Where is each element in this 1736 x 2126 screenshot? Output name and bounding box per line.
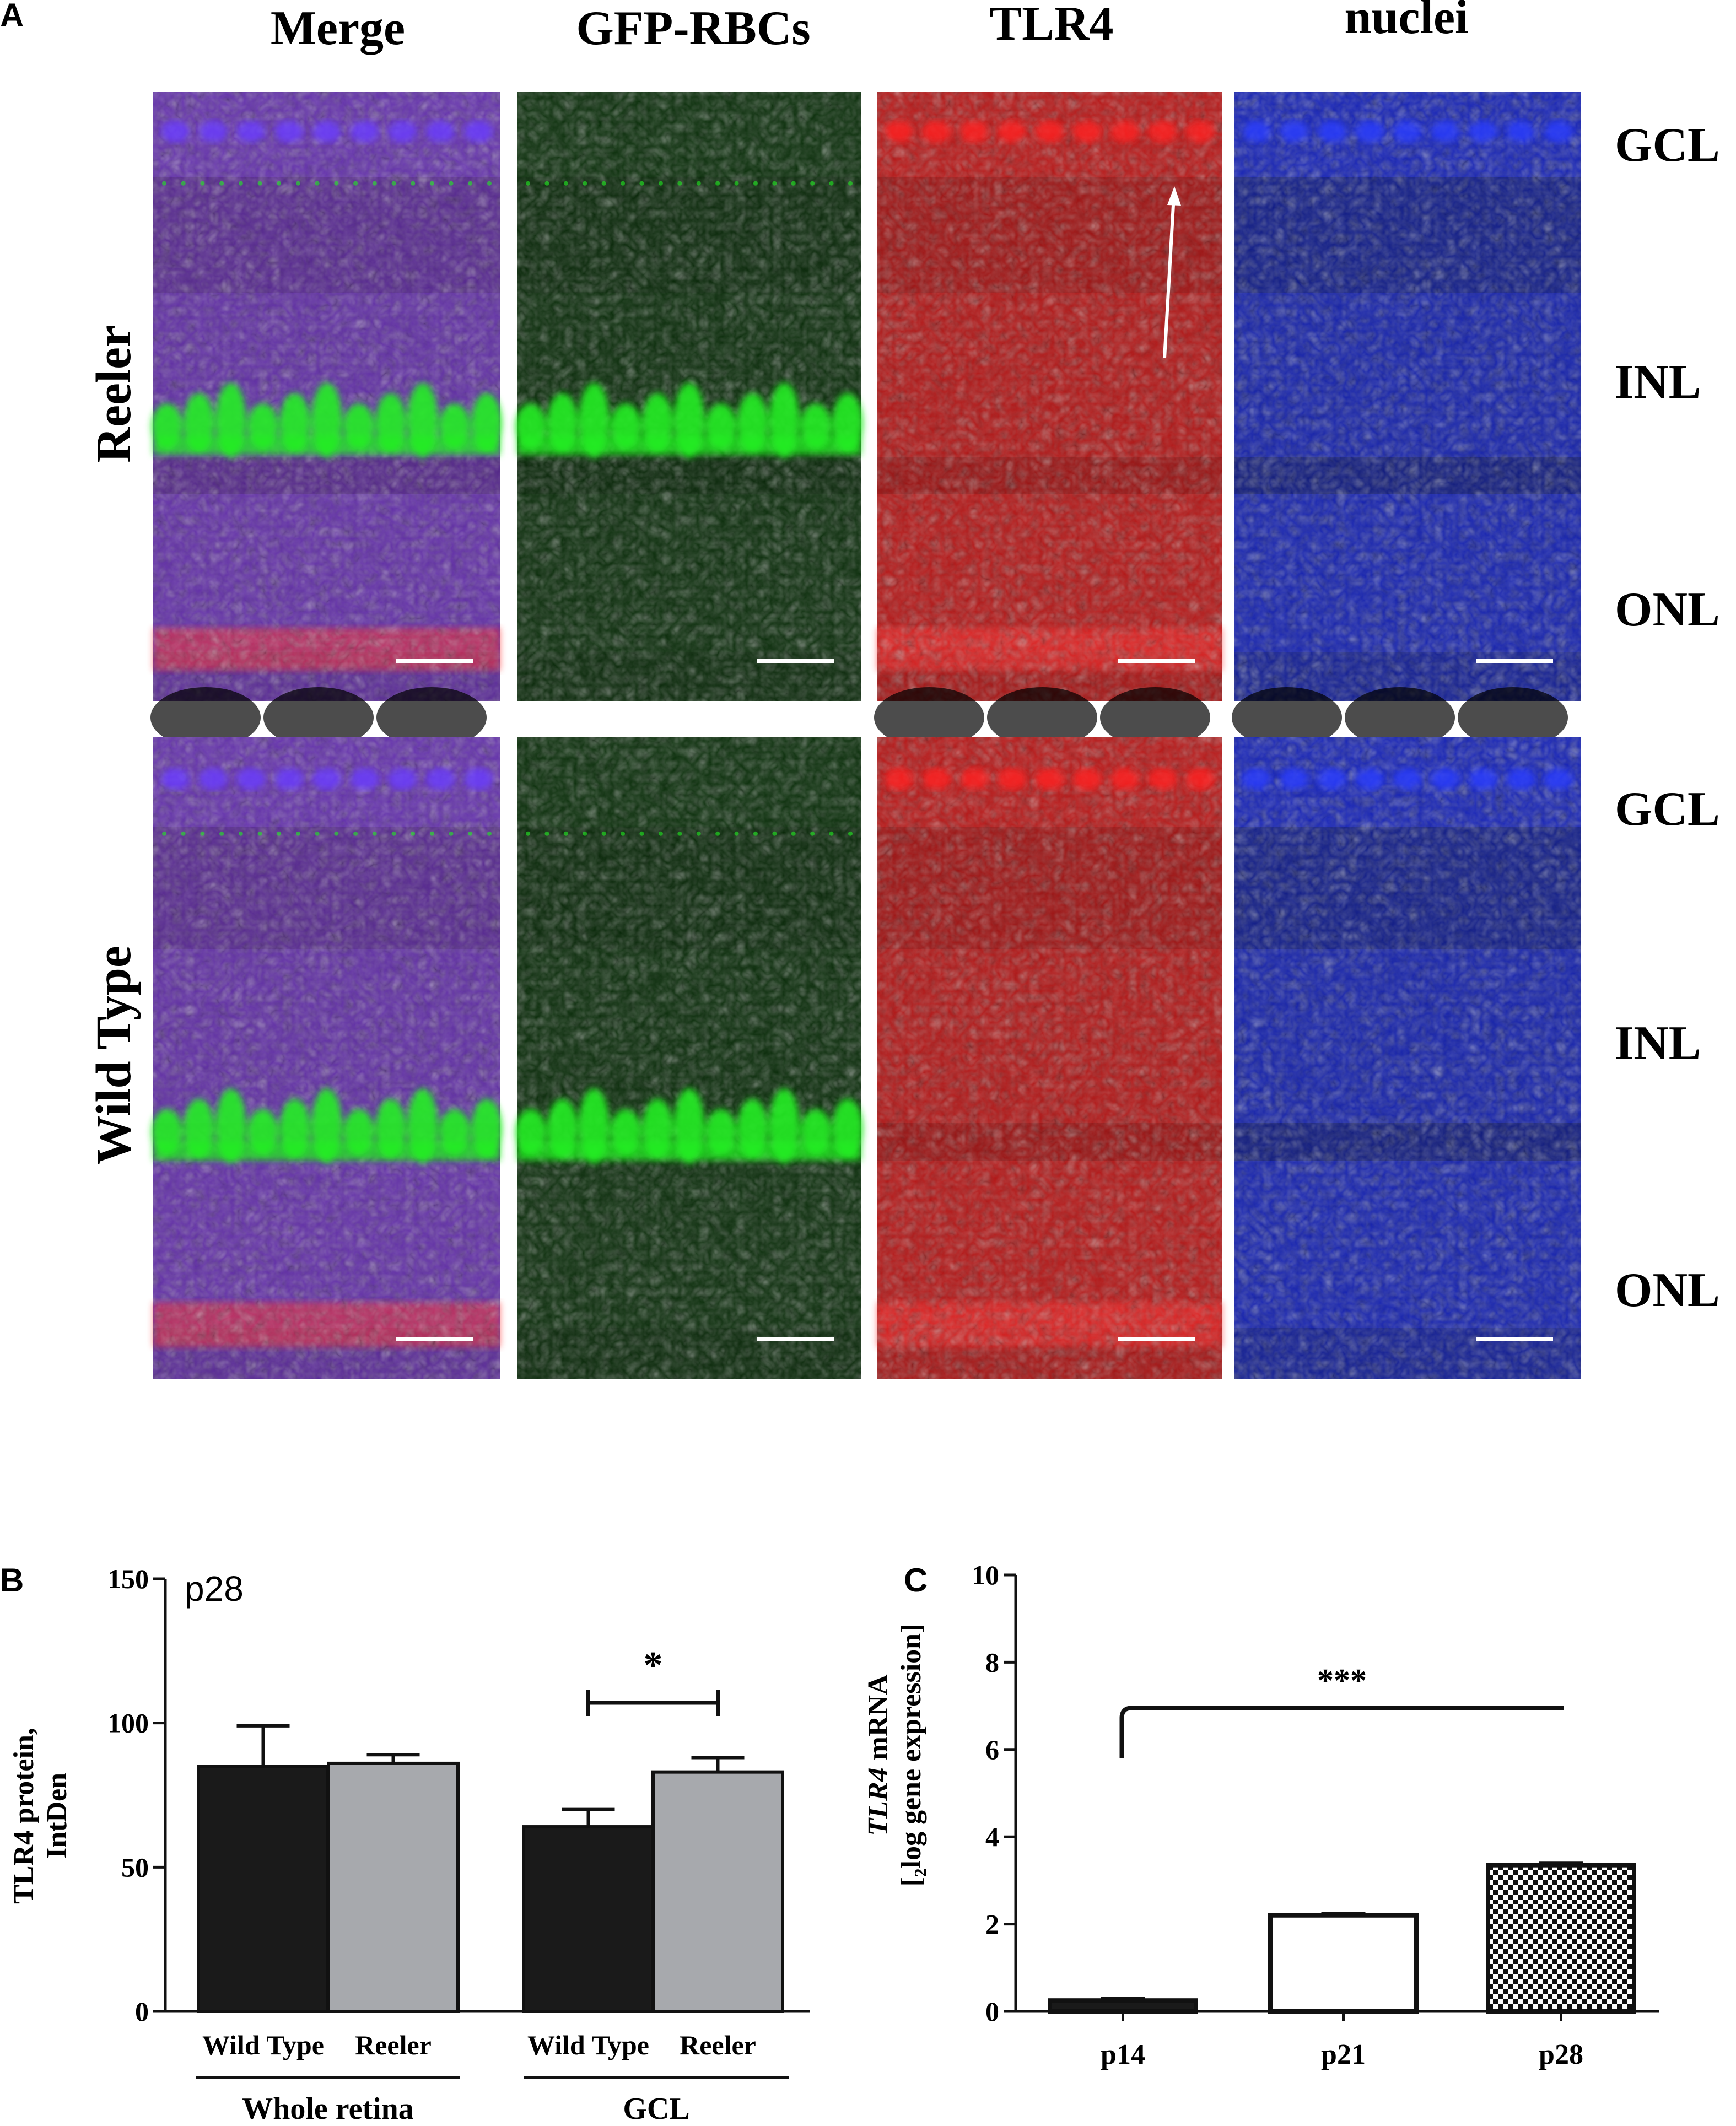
panel-b-bar-label: Wild Type bbox=[202, 2030, 324, 2060]
column-header-merge: Merge bbox=[271, 2, 405, 55]
panel-c-bar bbox=[1268, 1913, 1419, 2014]
column-header-gfp-rbcs: GFP-RBCs bbox=[576, 2, 810, 55]
panel-b-bar bbox=[522, 1825, 655, 2013]
panel-c-ylabel-rest: mRNA bbox=[862, 1674, 894, 1767]
panel-b-bar-label: Reeler bbox=[680, 2030, 756, 2060]
panel-b-ytick-label: 50 bbox=[121, 1852, 149, 1882]
panel-c-ytick-label: 4 bbox=[985, 1821, 999, 1852]
panel-c-ytick-label: 8 bbox=[985, 1647, 999, 1677]
panel-b-bar bbox=[327, 1761, 460, 2014]
micrograph-wild-type-tlr4 bbox=[877, 737, 1222, 1379]
layer-label-gcl-reeler: GCL bbox=[1615, 118, 1720, 172]
column-header-nuclei: nuclei bbox=[1345, 0, 1469, 44]
panel-b-group-label: GCL bbox=[623, 2092, 689, 2126]
row-label-reeler: Reeler bbox=[87, 325, 141, 463]
panel-c-significance-label: *** bbox=[1317, 1663, 1367, 1699]
panel-b-letter: B bbox=[0, 1562, 24, 1599]
panel-c-chart: 0 2 4 6 8 10 p14 p21 p28 *** bbox=[972, 1560, 1659, 2070]
panel-b-ytick-label: 150 bbox=[107, 1563, 149, 1594]
layer-label-inl-reeler: INL bbox=[1615, 355, 1701, 409]
layer-label-onl-wild-type: ONL bbox=[1615, 1264, 1720, 1317]
panel-c-ytick-label: 0 bbox=[985, 1996, 999, 2027]
panel-c-ylabel-line1: TLR4 mRNA bbox=[862, 1674, 894, 1836]
panel-b-ytick-label: 100 bbox=[107, 1708, 149, 1739]
micrograph-reeler-gfp-rbcs bbox=[515, 92, 863, 701]
micrograph-wild-type-gfp-rbcs bbox=[515, 737, 863, 1379]
panel-b-ylabel: TLR4 protein, IntDen bbox=[8, 1728, 73, 1904]
panel-c-significance-bracket bbox=[1119, 1706, 1564, 1758]
panel-c-ylabel: TLR4 mRNA [₂log gene expression] bbox=[862, 1624, 927, 1887]
micrograph-grid bbox=[150, 92, 1581, 1379]
micrograph-reeler-merge bbox=[150, 92, 502, 748]
panel-c-letter: C bbox=[904, 1562, 928, 1599]
panel-a: A Merge GFP-RBCs TLR4 nuclei Reeler Wild… bbox=[0, 0, 1720, 1379]
panel-c-bar bbox=[1048, 1998, 1198, 2014]
panel-c-bar bbox=[1486, 1863, 1636, 2014]
tlr4-arrow-icon bbox=[1163, 186, 1181, 359]
panel-b-ytick-label: 0 bbox=[135, 1996, 149, 2027]
panel-b-bar-label: Wild Type bbox=[527, 2030, 649, 2060]
row-label-wild-type: Wild Type bbox=[87, 946, 141, 1165]
panel-c-ytick-label: 6 bbox=[985, 1734, 999, 1765]
column-header-tlr4: TLR4 bbox=[990, 0, 1114, 51]
panel-b: B p28 TLR4 protein, IntDen 0 50 100 150 Wild… bbox=[0, 1562, 810, 2126]
layer-label-onl-reeler: ONL bbox=[1615, 583, 1720, 636]
panel-b-chart: 0 50 100 150 Wild Type Reeler Wild Type Reeler W… bbox=[107, 1563, 810, 2126]
panel-c: C TLR4 mRNA [₂log gene expression] 0 2 4 6 8… bbox=[862, 1560, 1659, 2070]
micrograph-reeler-tlr4 bbox=[874, 92, 1222, 748]
panel-c-ylabel-gene: TLR4 bbox=[862, 1767, 894, 1836]
layer-label-inl-wild-type: INL bbox=[1615, 1017, 1701, 1070]
panel-b-group-label: Whole retina bbox=[242, 2092, 414, 2126]
panel-c-ytick-label: 2 bbox=[985, 1909, 999, 1940]
micrograph-wild-type-nuclei bbox=[1234, 737, 1581, 1379]
panel-a-letter: A bbox=[0, 0, 24, 34]
panel-c-category-label: p14 bbox=[1101, 2039, 1145, 2070]
panel-b-ylabel-line1: TLR4 protein, bbox=[8, 1728, 40, 1904]
panel-c-category-label: p21 bbox=[1321, 2039, 1366, 2070]
panel-b-annotation: p28 bbox=[185, 1569, 244, 1609]
panel-b-ylabel-line2: IntDen bbox=[41, 1773, 73, 1859]
micrograph-reeler-nuclei bbox=[1232, 92, 1581, 748]
panel-c-category-label: p28 bbox=[1539, 2039, 1583, 2070]
panel-b-bar bbox=[651, 1770, 784, 2013]
panel-b-bar-label: Reeler bbox=[355, 2030, 432, 2060]
panel-c-ytick-label: 10 bbox=[972, 1560, 999, 1590]
panel-b-bar bbox=[197, 1765, 330, 2014]
panel-b-significance-label: * bbox=[644, 1644, 663, 1687]
panel-c-ylabel-line2: [₂log gene expression] bbox=[896, 1624, 927, 1887]
micrograph-wild-type-merge bbox=[152, 737, 502, 1379]
layer-label-gcl-wild-type: GCL bbox=[1615, 783, 1720, 836]
